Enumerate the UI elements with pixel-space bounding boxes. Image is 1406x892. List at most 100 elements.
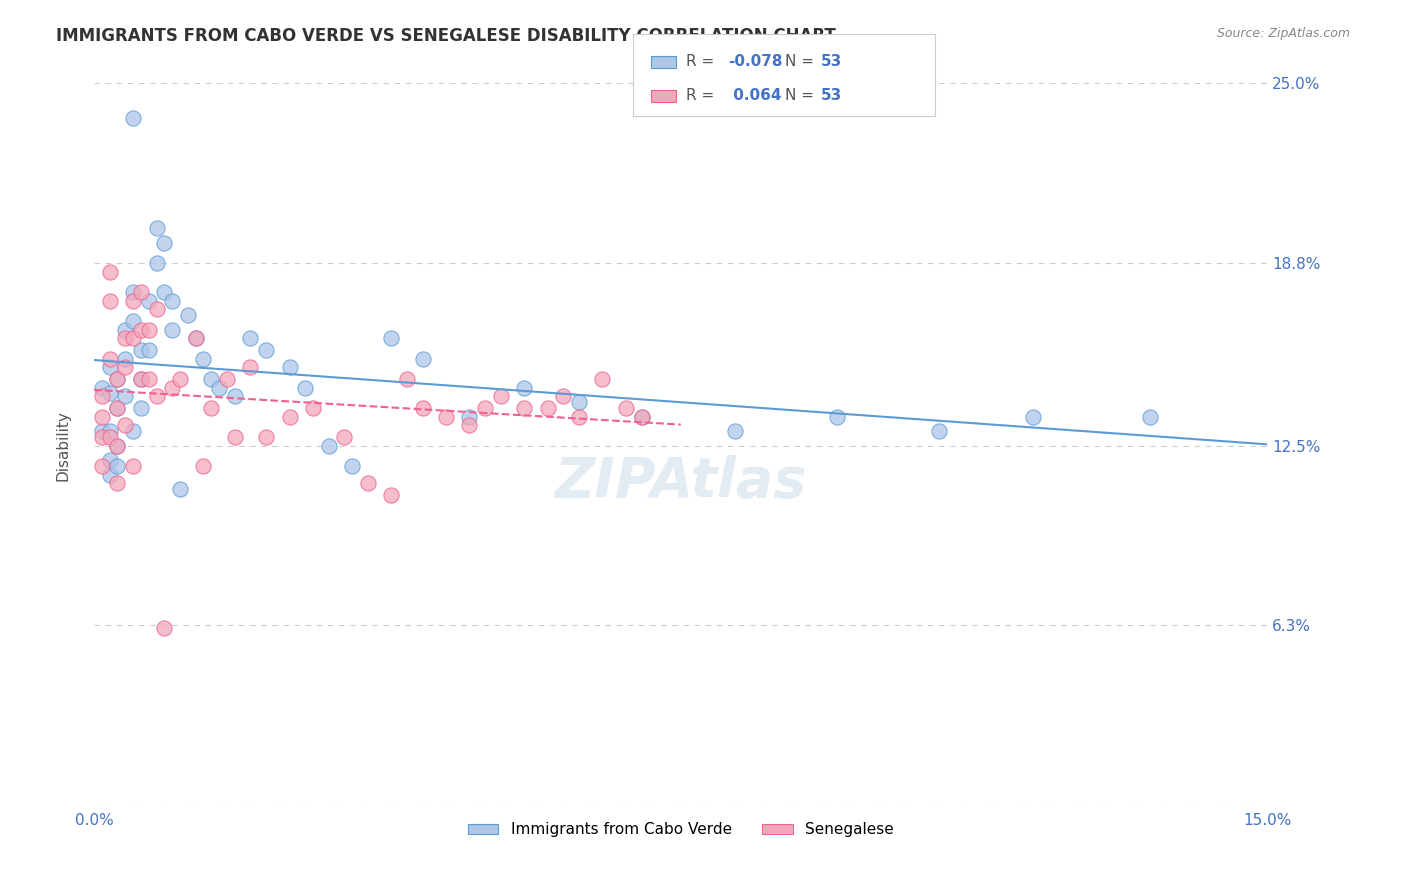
Point — [90, 381, 112, 395]
Point — [122, 458, 145, 473]
Point — [129, 372, 152, 386]
Point — [458, 418, 481, 433]
Point — [98, 453, 121, 467]
Point — [98, 360, 121, 375]
Point — [114, 389, 136, 403]
Point — [254, 430, 277, 444]
Point — [138, 323, 160, 337]
Point — [107, 401, 129, 415]
Point — [318, 439, 340, 453]
Point — [380, 331, 402, 345]
Point — [489, 389, 512, 403]
Point — [169, 372, 191, 386]
Point — [107, 401, 129, 415]
Point — [129, 343, 152, 357]
Point — [145, 389, 167, 403]
Point — [114, 323, 136, 337]
Point — [1022, 409, 1045, 424]
Point — [114, 360, 136, 375]
Point — [138, 293, 160, 308]
Point — [114, 331, 136, 345]
Point — [474, 401, 496, 415]
Point — [724, 424, 747, 438]
Point — [145, 221, 167, 235]
Point — [160, 293, 183, 308]
Point — [138, 372, 160, 386]
Point — [122, 293, 145, 308]
Point — [928, 424, 950, 438]
Point — [114, 418, 136, 433]
Point — [98, 467, 121, 482]
Text: R =: R = — [686, 88, 720, 103]
Point — [98, 424, 121, 438]
Point — [114, 351, 136, 366]
Point — [537, 401, 560, 415]
Text: 0.064: 0.064 — [728, 88, 782, 103]
Point — [412, 351, 434, 366]
Point — [129, 401, 152, 415]
Point — [193, 458, 215, 473]
Point — [90, 389, 112, 403]
Point — [129, 285, 152, 299]
Point — [630, 409, 652, 424]
Point — [98, 293, 121, 308]
Text: Source: ZipAtlas.com: Source: ZipAtlas.com — [1216, 27, 1350, 40]
Point — [107, 372, 129, 386]
Text: N =: N = — [785, 88, 818, 103]
Point — [200, 401, 222, 415]
Text: -0.078: -0.078 — [728, 54, 783, 69]
Point — [153, 285, 176, 299]
Point — [380, 488, 402, 502]
Point — [184, 331, 207, 345]
Point — [107, 439, 129, 453]
Point — [90, 458, 112, 473]
Point — [107, 372, 129, 386]
Point — [160, 381, 183, 395]
Point — [333, 430, 356, 444]
Point — [122, 112, 145, 126]
Point — [553, 389, 575, 403]
Legend: Immigrants from Cabo Verde, Senegalese: Immigrants from Cabo Verde, Senegalese — [461, 816, 900, 844]
Point — [107, 458, 129, 473]
Point — [184, 331, 207, 345]
Point — [568, 409, 591, 424]
Point — [200, 372, 222, 386]
Point — [122, 331, 145, 345]
Point — [107, 476, 129, 491]
Point — [254, 343, 277, 357]
Point — [193, 351, 215, 366]
Point — [513, 401, 536, 415]
Point — [395, 372, 418, 386]
Point — [153, 235, 176, 250]
Point — [145, 302, 167, 317]
Point — [1139, 409, 1161, 424]
Point — [153, 621, 176, 635]
Point — [513, 381, 536, 395]
Point — [458, 409, 481, 424]
Point — [169, 482, 191, 496]
Point — [278, 360, 301, 375]
Point — [302, 401, 325, 415]
Point — [98, 430, 121, 444]
Text: N =: N = — [785, 54, 818, 69]
Point — [239, 331, 262, 345]
Point — [145, 256, 167, 270]
Point — [160, 323, 183, 337]
Point — [825, 409, 848, 424]
Text: 53: 53 — [821, 88, 842, 103]
Point — [412, 401, 434, 415]
Point — [122, 424, 145, 438]
Point — [122, 314, 145, 328]
Point — [294, 381, 316, 395]
Point — [208, 381, 231, 395]
Point — [107, 439, 129, 453]
Y-axis label: Disability: Disability — [55, 410, 70, 481]
Text: ZIPAtlas: ZIPAtlas — [554, 455, 807, 508]
Point — [98, 351, 121, 366]
Point — [568, 395, 591, 409]
Point — [224, 430, 246, 444]
Point — [177, 308, 200, 322]
Point — [129, 323, 152, 337]
Point — [98, 386, 121, 401]
Point — [592, 372, 614, 386]
